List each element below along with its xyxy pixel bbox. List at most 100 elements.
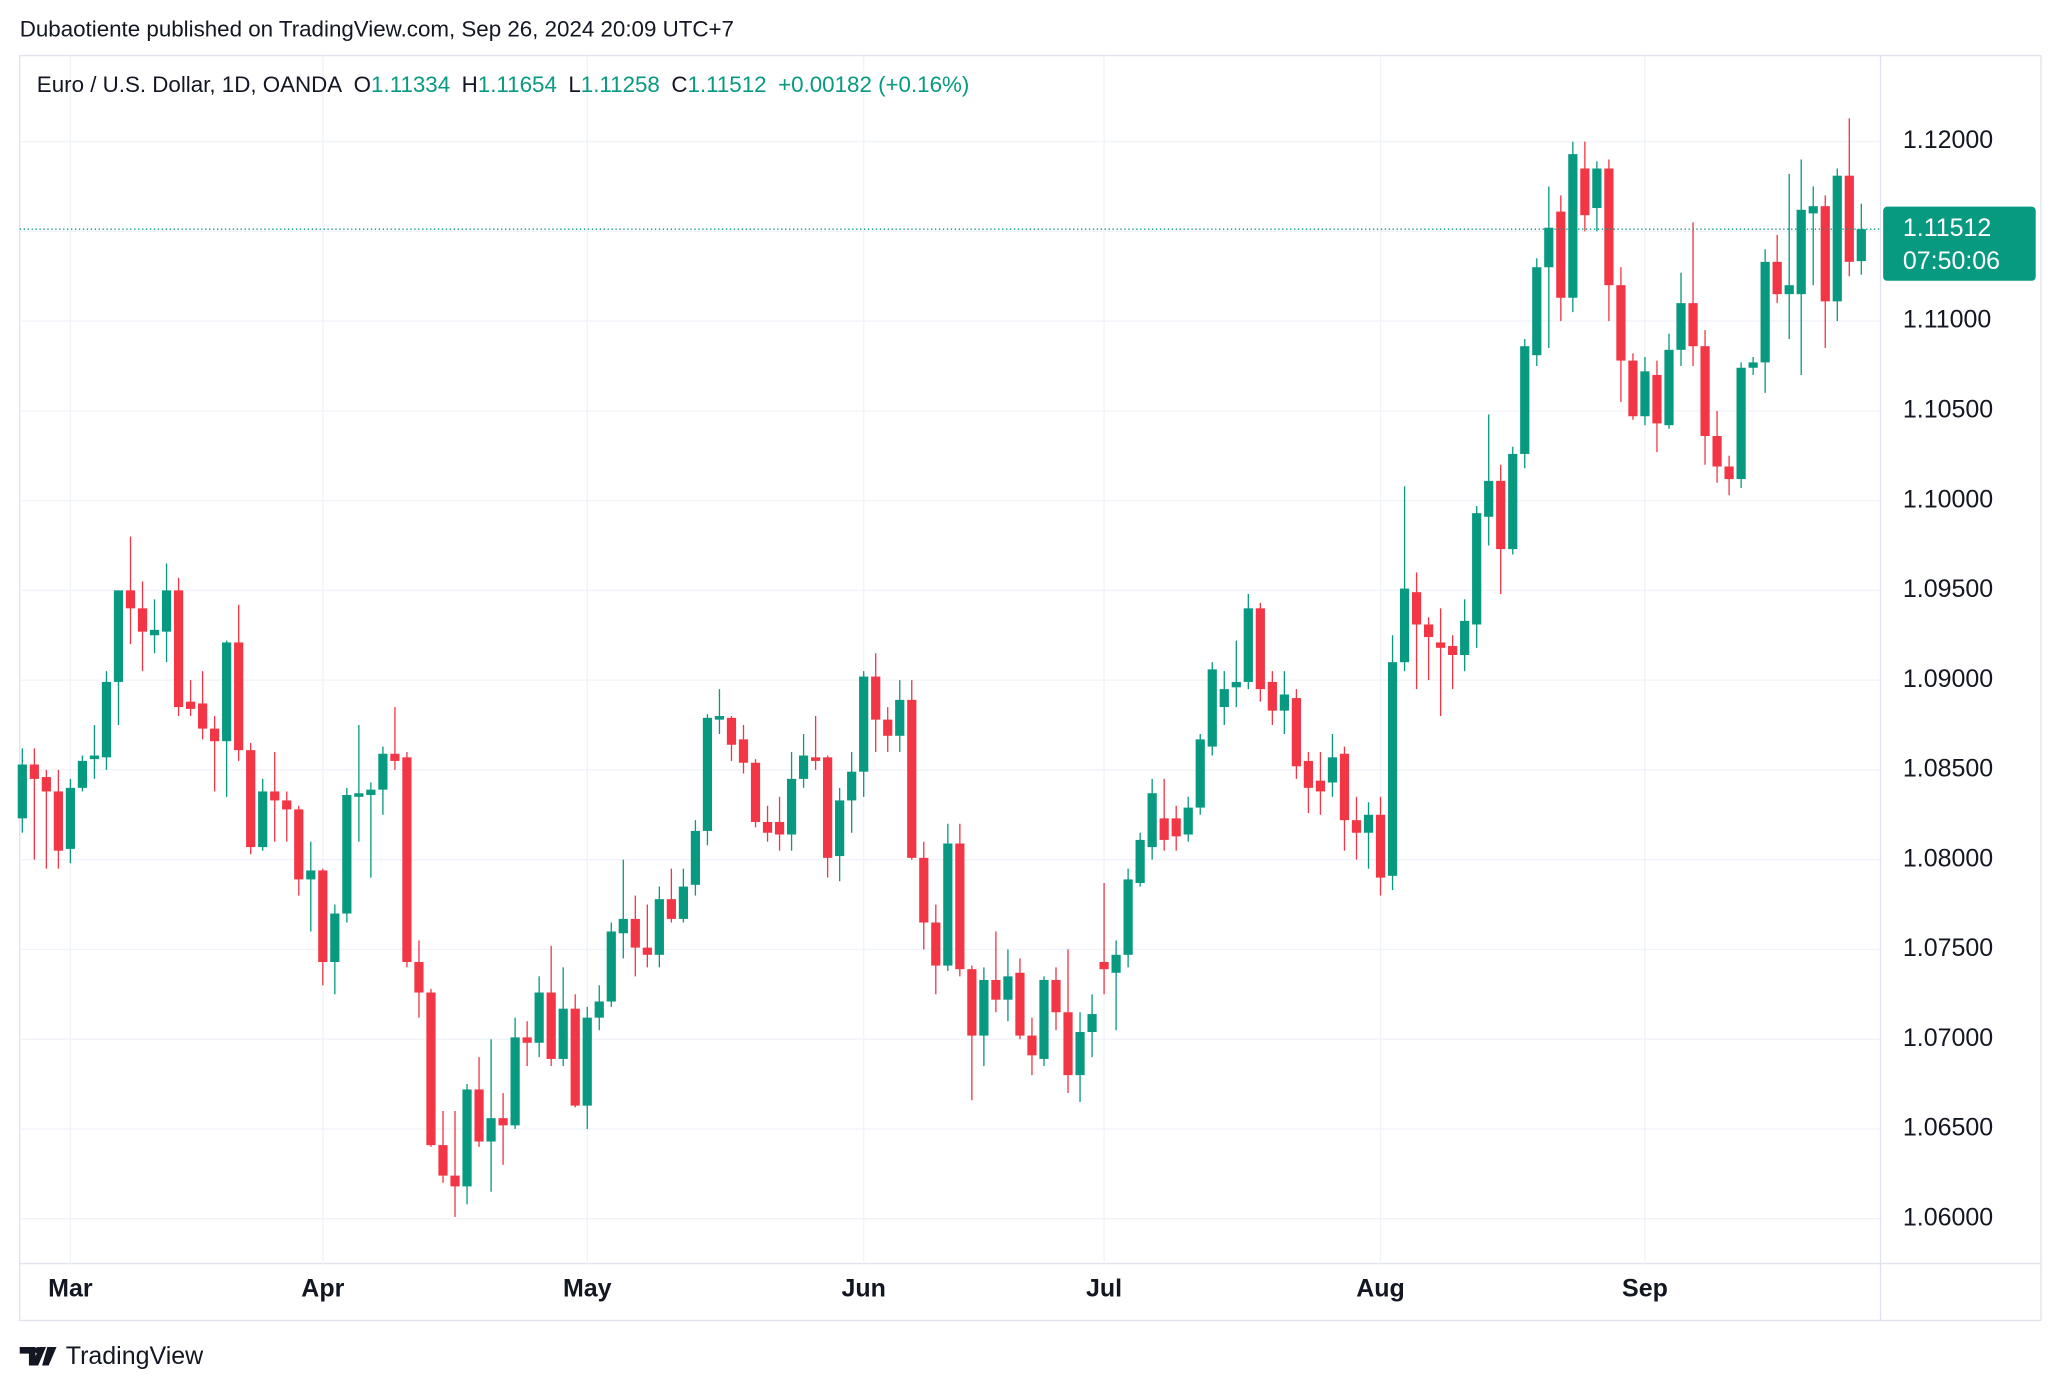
candle-body	[847, 771, 857, 801]
candle-body	[1520, 346, 1530, 454]
x-tick-label: Apr	[301, 1275, 344, 1303]
candle-body	[246, 750, 256, 848]
candle-body	[1580, 168, 1590, 216]
candle-body	[390, 753, 400, 761]
logo-dot	[34, 1346, 42, 1354]
candle-body	[1820, 206, 1830, 302]
candle-body	[666, 899, 676, 919]
candle-body	[77, 760, 88, 788]
candle-body	[1399, 588, 1410, 663]
logo-mark-2	[42, 1346, 57, 1366]
publisher-line: Dubaotiente published on TradingView.com…	[20, 16, 734, 41]
candle-body	[774, 821, 785, 835]
open-label: O	[354, 72, 371, 97]
candle-body	[270, 791, 280, 801]
candle-body	[1736, 367, 1746, 480]
candle-body	[294, 809, 304, 880]
last-price-label: 1.11512	[1903, 214, 1991, 242]
candle-body	[798, 755, 809, 779]
candle-body	[1207, 669, 1217, 747]
candle-body	[1616, 285, 1626, 361]
candle-body	[1496, 480, 1506, 550]
candle-body	[931, 922, 941, 966]
candle-body	[1063, 1012, 1073, 1076]
candle-body	[907, 699, 917, 858]
candle-body	[714, 716, 725, 720]
candle-body	[1243, 608, 1253, 682]
candle-body	[1411, 592, 1422, 625]
candle-body	[1099, 961, 1109, 970]
candle-body	[702, 717, 713, 831]
y-tick-label: 1.12000	[1903, 126, 1993, 154]
candle-body	[750, 762, 761, 822]
last-price-badge	[1883, 206, 2036, 281]
candle-body	[173, 590, 184, 708]
candle-body	[1375, 814, 1386, 878]
candle-body	[1051, 979, 1061, 1013]
candle-body	[282, 800, 292, 810]
candle-body	[642, 947, 652, 955]
x-tick-label: Mar	[48, 1275, 93, 1303]
candle-body	[690, 830, 701, 885]
candle-body	[871, 676, 881, 720]
candle-body	[1832, 175, 1842, 302]
candle-body	[546, 992, 556, 1059]
candle-body	[1351, 820, 1362, 833]
candle-body	[1279, 694, 1289, 711]
candle-body	[1195, 739, 1205, 808]
y-tick-label: 1.09000	[1903, 665, 1993, 693]
candle-body	[378, 753, 388, 790]
candle-body	[762, 821, 773, 833]
candle-body	[414, 961, 424, 993]
footer-logo: TradingView	[19, 1342, 204, 1370]
candle-body	[462, 1089, 472, 1187]
candle-body	[1676, 303, 1686, 350]
candle-body	[630, 918, 640, 948]
candle-body	[53, 791, 63, 851]
candle-body	[113, 590, 124, 682]
y-tick-label: 1.08500	[1903, 754, 1993, 782]
candle-body	[1075, 1032, 1085, 1076]
candle-body	[1592, 168, 1602, 208]
candle-body	[1303, 760, 1314, 788]
x-tick-label: Jul	[1086, 1275, 1122, 1303]
candle-body	[1339, 753, 1350, 821]
open-value: 1.11334	[371, 72, 450, 97]
candle-body	[678, 886, 688, 919]
candle-body	[125, 590, 136, 609]
candle-body	[318, 870, 328, 962]
candle-body	[210, 728, 220, 742]
candle-body	[498, 1118, 508, 1126]
candle-body	[823, 757, 833, 858]
candle-body	[1171, 818, 1181, 837]
candle-body	[943, 843, 953, 966]
candle-body	[654, 899, 664, 955]
candle-body	[1147, 793, 1157, 848]
candle-body	[955, 843, 965, 970]
y-tick-label: 1.10500	[1903, 395, 1993, 423]
candle-body	[306, 870, 316, 880]
candle-body	[883, 719, 893, 736]
y-tick-label: 1.06500	[1903, 1114, 1993, 1142]
symbol: Euro / U.S. Dollar, 1D, OANDA	[37, 72, 342, 97]
y-tick-label: 1.09500	[1903, 575, 1993, 603]
y-tick-label: 1.07000	[1903, 1024, 1993, 1052]
close-value: 1.11512	[688, 72, 767, 97]
x-tick-label: Sep	[1622, 1275, 1668, 1303]
candle-body	[1472, 513, 1482, 625]
candle-body	[991, 979, 1001, 1000]
candle-body	[89, 755, 100, 760]
candle-body	[1267, 681, 1277, 711]
candle-body	[1484, 480, 1494, 517]
candle-body	[1508, 453, 1518, 550]
y-tick-label: 1.10000	[1903, 485, 1993, 513]
candle-body	[1640, 371, 1650, 417]
candle-body	[1291, 698, 1301, 767]
candle-body	[1387, 662, 1398, 876]
candle-body	[1844, 175, 1854, 262]
candle-body	[1652, 374, 1662, 424]
candle-body	[1087, 1014, 1097, 1033]
candle-body	[450, 1175, 460, 1187]
